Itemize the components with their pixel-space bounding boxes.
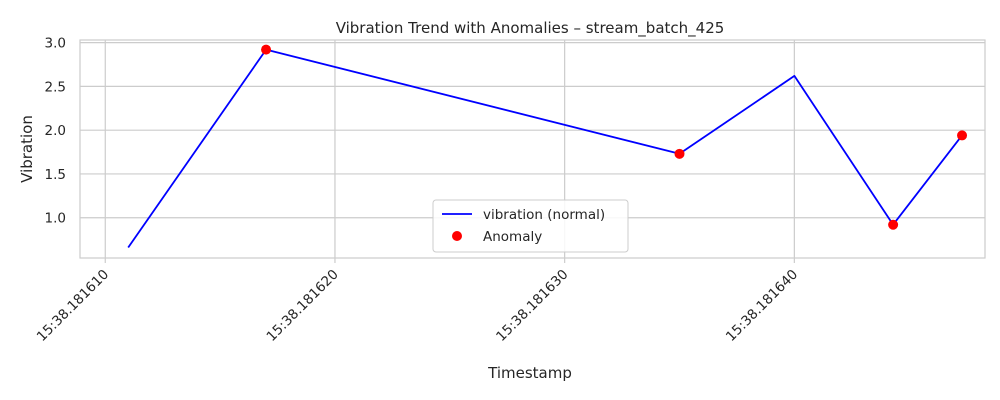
y-ticks: 1.0 1.5 2.0 2.5 3.0	[45, 36, 66, 227]
y-tick-label: 1.0	[45, 211, 66, 227]
legend-box	[432, 199, 629, 253]
x-tick-label: 15:38.181640	[723, 267, 801, 345]
x-tick-label: 15:38.181620	[263, 267, 341, 345]
anomaly-point	[674, 148, 685, 159]
y-tick-label: 1.5	[45, 167, 66, 183]
y-axis-label: Vibration	[18, 115, 36, 183]
plot-frame	[79, 39, 986, 259]
legend-label-normal: vibration (normal)	[483, 207, 605, 223]
x-tick-label: 15:38.181630	[493, 267, 571, 345]
y-tick-label: 3.0	[45, 36, 66, 52]
legend-anomaly-swatch	[452, 231, 462, 241]
series-layer	[127, 44, 968, 249]
legend: vibration (normal) Anomaly	[432, 199, 629, 253]
y-tick-label: 2.5	[45, 79, 66, 95]
legend-label-anomaly: Anomaly	[483, 229, 542, 245]
chart-title: Vibration Trend with Anomalies – stream_…	[336, 19, 725, 38]
anomaly-point	[957, 130, 968, 141]
vibration-line	[127, 48, 963, 249]
anomaly-point	[261, 44, 272, 55]
x-tick-label: 15:38.181610	[34, 267, 112, 345]
x-axis-label: Timestamp	[487, 364, 572, 382]
x-ticks: 15:38.181610 15:38.181620 15:38.181630 15:3…	[34, 258, 801, 345]
anomaly-point	[888, 219, 899, 230]
y-tick-label: 2.0	[45, 123, 66, 139]
